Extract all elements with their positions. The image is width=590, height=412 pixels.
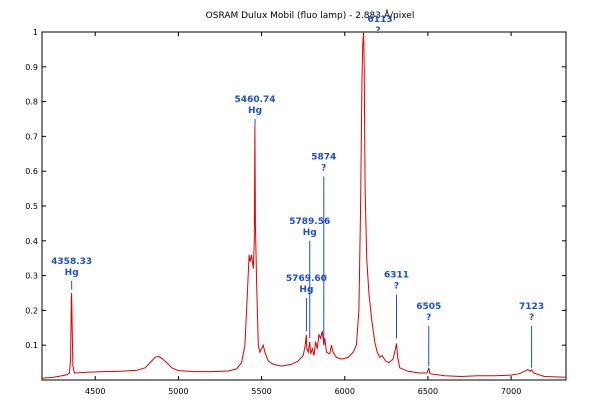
annotation-label: ? (394, 282, 399, 292)
annotation-label: 5460.74 (235, 95, 276, 105)
y-axis: 0.1 0.2 0.3 0.4 0.5 0.6 0.7 0.8 0.9 1 (25, 28, 566, 350)
y-tick-label: 0.2 (25, 306, 38, 315)
annotation-label: 6311 (384, 271, 409, 281)
annotation-label: ? (376, 26, 381, 36)
annotation-label: 5874 (311, 152, 336, 162)
x-tick-label: 6000 (335, 387, 355, 396)
plot-frame (41, 31, 567, 381)
annotation-label: ? (529, 313, 534, 323)
x-tick-label: 5000 (168, 387, 188, 396)
annotation-label: 5789.56 (289, 217, 330, 227)
annotation-label: 5769.60 (286, 274, 327, 284)
x-tick-label: 7000 (501, 387, 521, 396)
y-tick-label: 0.3 (25, 272, 38, 281)
x-axis: 4500 5000 5500 6000 6500 7000 (85, 32, 521, 396)
series-layer (41, 31, 567, 379)
x-tick-label: 5500 (251, 387, 271, 396)
annotation-label: ? (426, 313, 431, 323)
x-tick-label: 6500 (418, 387, 438, 396)
annotation-label: 4358.33 (51, 257, 92, 267)
y-tick-label: 0.8 (25, 98, 38, 107)
y-tick-label: 0.9 (25, 63, 38, 72)
annotation-label: ? (321, 163, 326, 173)
y-tick-label: 0.1 (25, 341, 38, 350)
x-tick-label: 4500 (85, 387, 105, 396)
annotation-label: 6113 (368, 15, 393, 25)
chart-title: OSRAM Dulux Mobil (fluo lamp) - 2.883 Å/… (206, 9, 415, 21)
annotation-label: 7123 (519, 302, 544, 312)
y-tick-label: 0.7 (25, 132, 38, 141)
annotation-label: Hg (303, 228, 317, 238)
y-tick-label: 1 (33, 28, 38, 37)
y-tick-label: 0.6 (25, 167, 38, 176)
annotation-label: Hg (248, 106, 262, 116)
annotation-label: 6505 (416, 302, 441, 312)
spectrum-line (41, 31, 567, 379)
y-tick-label: 0.4 (25, 237, 38, 246)
annotation-label: Hg (65, 268, 79, 278)
y-tick-label: 0.5 (25, 202, 38, 211)
annotation-layer: 4358.33Hg5460.74Hg5874?5789.56Hg5769.60H… (51, 15, 544, 368)
annotation-label: Hg (299, 285, 313, 295)
